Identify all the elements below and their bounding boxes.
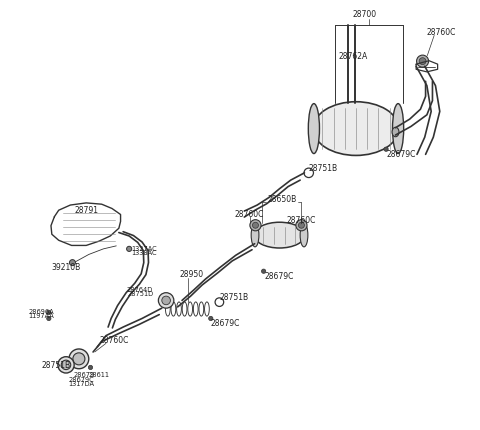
Circle shape [70,260,75,266]
Circle shape [250,220,261,231]
Circle shape [384,148,388,152]
Text: 28751B: 28751B [309,163,338,172]
Ellipse shape [392,128,399,138]
Circle shape [419,58,426,65]
Circle shape [47,316,51,321]
Circle shape [417,56,429,68]
Ellipse shape [251,224,259,247]
Text: 28650B: 28650B [267,194,296,203]
Text: 1338AC: 1338AC [132,250,157,256]
Text: 28760C: 28760C [427,28,456,37]
Circle shape [162,296,170,305]
Text: 28760C: 28760C [235,210,264,218]
Circle shape [299,223,304,229]
Ellipse shape [254,223,305,249]
Text: 28791: 28791 [74,206,98,214]
Text: 28751D: 28751D [127,290,153,296]
Ellipse shape [347,103,357,108]
Text: 28760C: 28760C [99,335,129,344]
Text: 28762A: 28762A [339,52,368,61]
Circle shape [47,310,51,315]
Text: 28764D: 28764D [127,286,153,292]
Text: 28760C: 28760C [287,216,316,224]
Text: 28679C: 28679C [387,150,416,159]
Text: 28679C: 28679C [211,319,240,328]
Ellipse shape [393,104,404,154]
Text: 28751B: 28751B [41,359,71,369]
Circle shape [209,316,213,321]
Text: 28751B: 28751B [219,293,249,302]
Circle shape [158,293,174,308]
Ellipse shape [308,104,320,154]
Circle shape [296,220,307,231]
Text: 28950: 28950 [180,270,204,279]
Circle shape [88,366,93,370]
Text: 28696A: 28696A [29,308,54,314]
Circle shape [127,247,132,252]
Text: 1327AC: 1327AC [132,246,157,252]
Circle shape [73,353,85,365]
Ellipse shape [300,224,308,247]
Text: 39210B: 39210B [52,263,81,272]
Circle shape [58,357,74,373]
Text: 28679C: 28679C [68,376,94,382]
Text: 1317DA: 1317DA [68,381,94,387]
Text: 28700: 28700 [352,10,377,19]
Circle shape [252,223,258,229]
Circle shape [69,349,89,369]
Ellipse shape [313,102,399,156]
Circle shape [262,270,266,274]
Text: 28679C: 28679C [265,271,294,280]
Text: 28611: 28611 [89,372,110,378]
Text: 1197AA: 1197AA [29,313,54,319]
Circle shape [61,360,71,370]
Text: 28679: 28679 [73,372,95,378]
